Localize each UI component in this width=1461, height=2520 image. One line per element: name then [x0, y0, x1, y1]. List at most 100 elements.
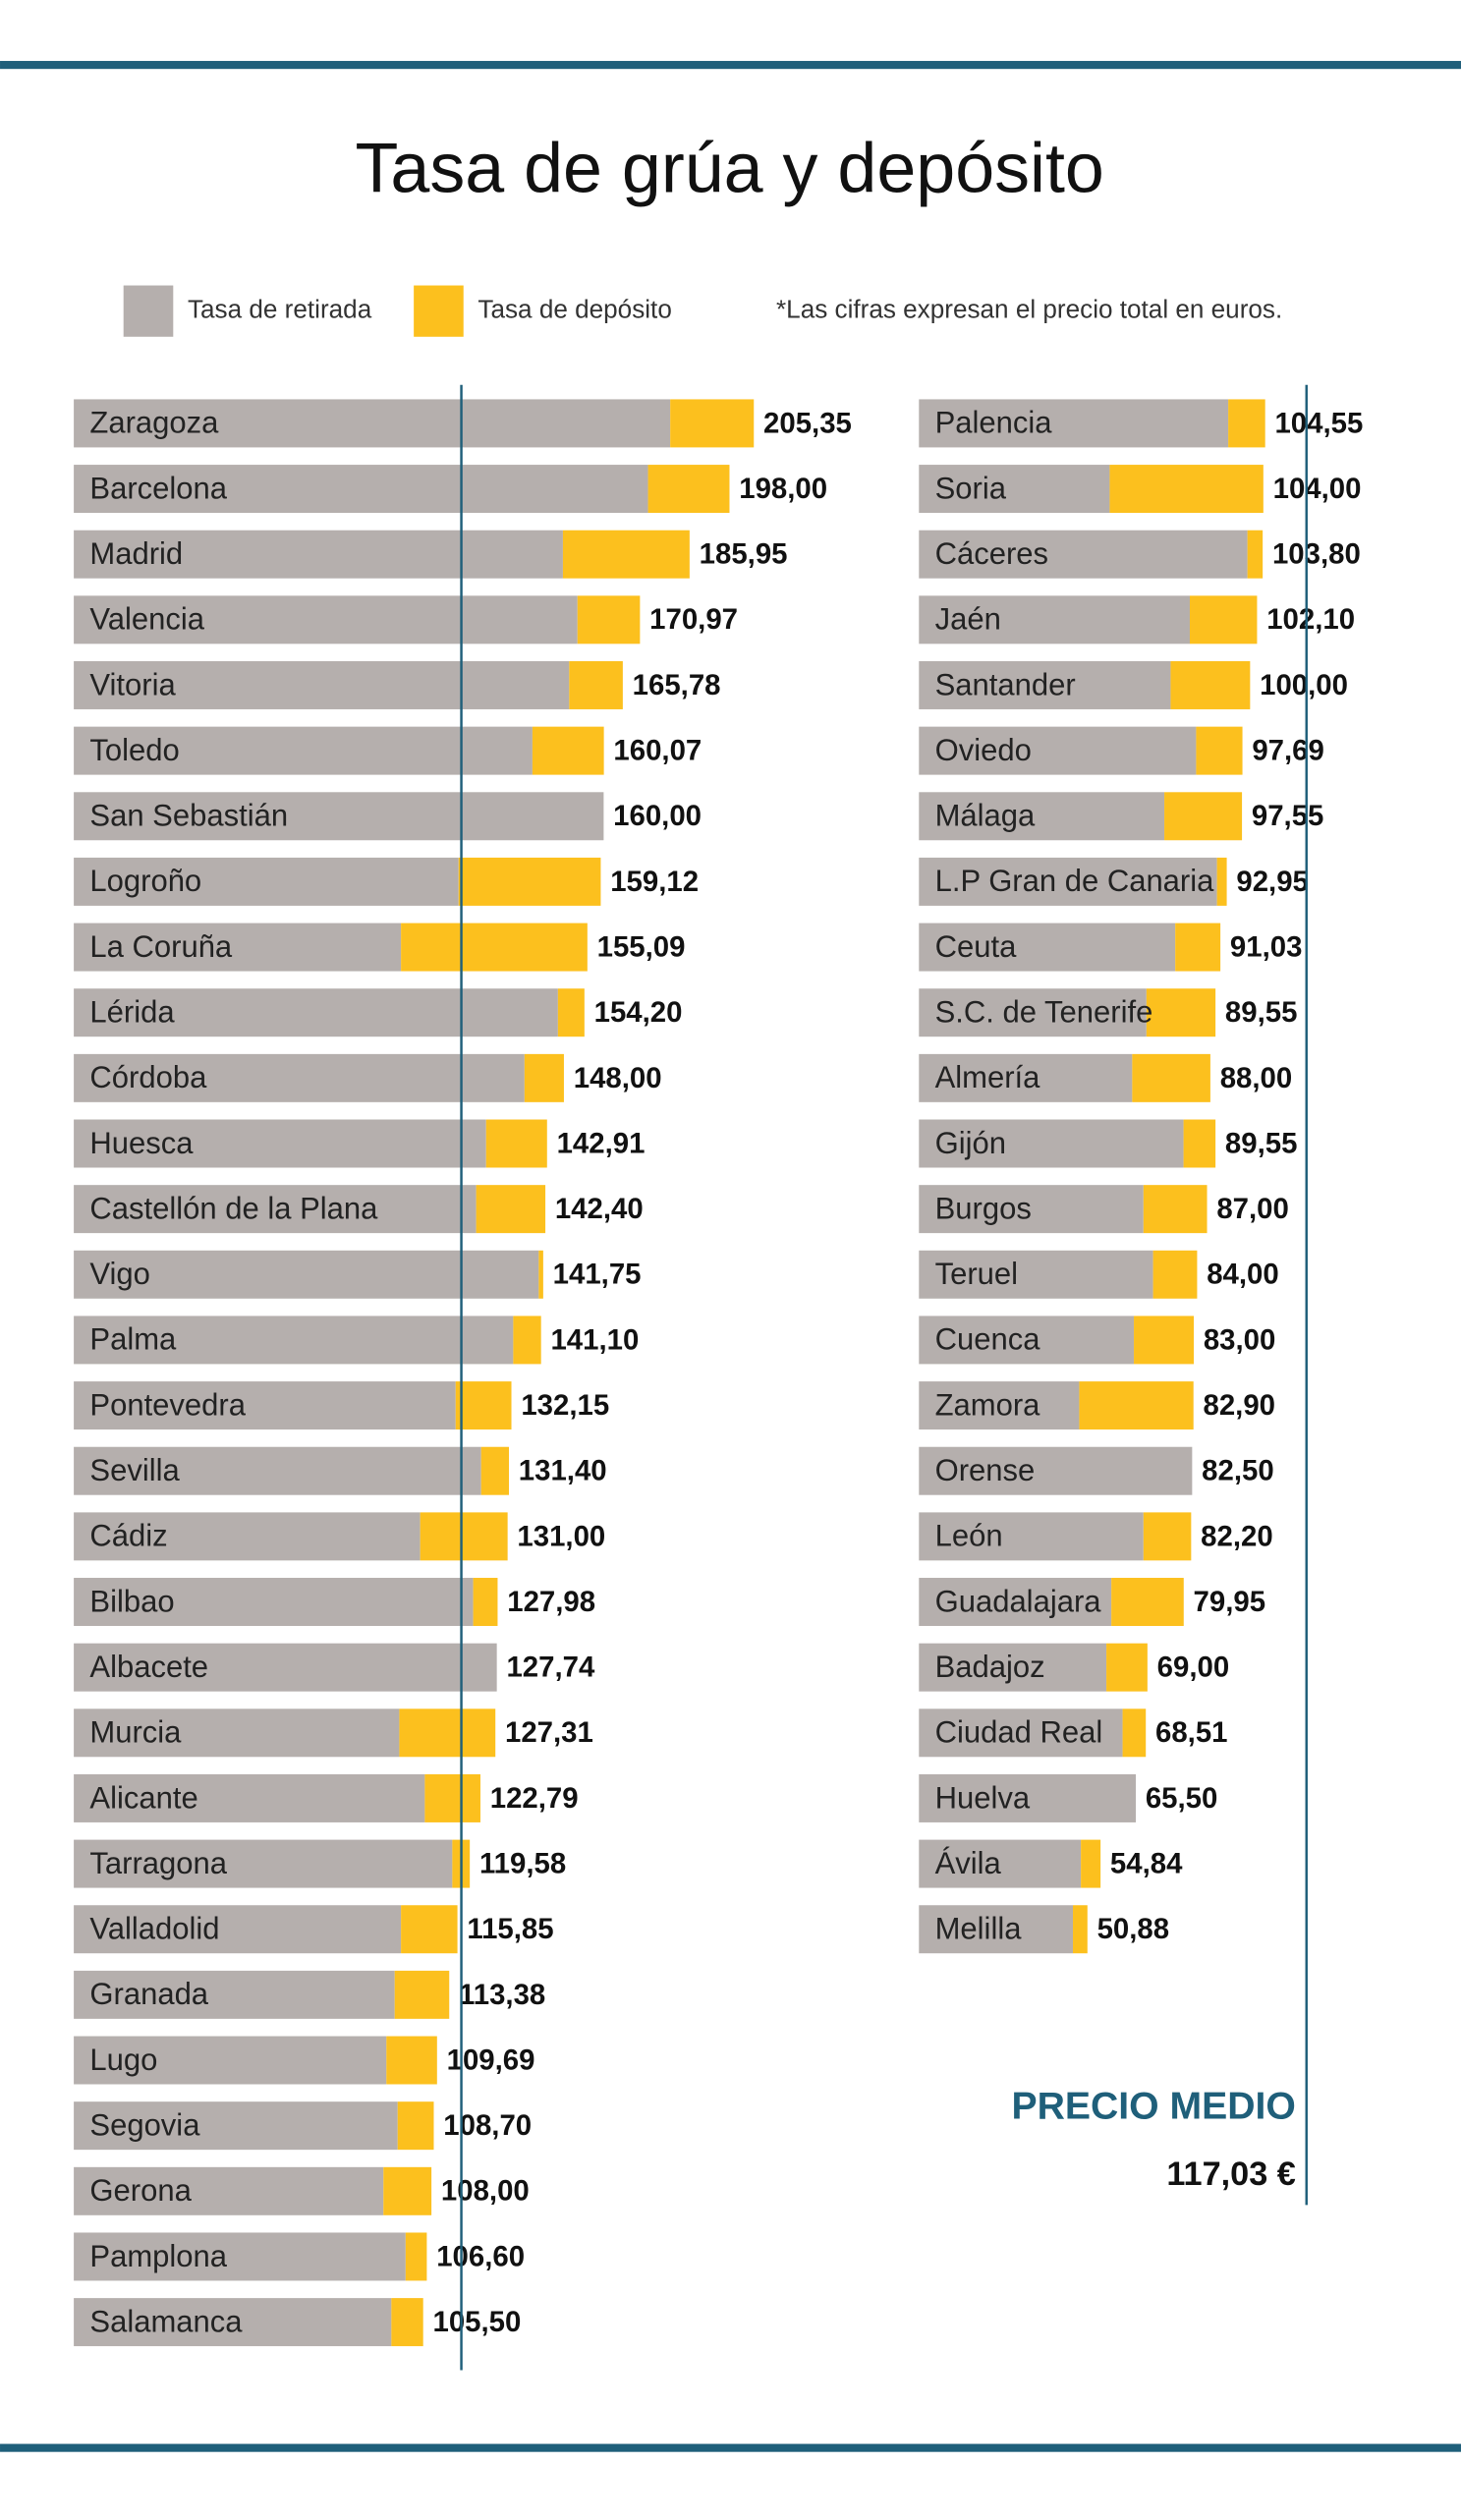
- category-label: Valencia: [89, 602, 204, 637]
- note: *Las cifras expresan el precio total en …: [776, 295, 1282, 324]
- bar-retirada: [919, 661, 1171, 709]
- total-label: 160,00: [613, 800, 702, 832]
- total-label: 127,31: [505, 1716, 593, 1749]
- bar-deposito: [1190, 595, 1258, 644]
- category-label: Guadalajara: [935, 1584, 1102, 1618]
- bar-deposito: [1216, 857, 1227, 906]
- category-label: Cuenca: [935, 1322, 1041, 1357]
- category-label: Albacete: [89, 1650, 208, 1684]
- category-label: Palencia: [935, 406, 1053, 440]
- bar-retirada: [74, 1446, 481, 1495]
- total-label: 141,75: [553, 1259, 642, 1291]
- total-label: 113,38: [459, 1979, 545, 2011]
- category-label: Lérida: [89, 995, 175, 1030]
- bar-deposito: [383, 2166, 432, 2215]
- average-title: PRECIO MEDIO: [1012, 2086, 1296, 2128]
- bar-deposito: [420, 1512, 508, 1561]
- top-rule: [0, 61, 1461, 70]
- bar-retirada: [919, 1185, 1144, 1234]
- bar-retirada: [74, 988, 558, 1037]
- bar-retirada: [919, 726, 1197, 775]
- category-label: Ávila: [935, 1846, 1002, 1880]
- total-label: 65,50: [1146, 1782, 1218, 1815]
- bar-deposito: [1109, 465, 1264, 514]
- bar-retirada: [919, 792, 1165, 841]
- bar-retirada: [919, 1316, 1135, 1365]
- category-label: Córdoba: [89, 1060, 207, 1094]
- total-label: 122,79: [490, 1782, 579, 1815]
- bar-deposito: [524, 1053, 564, 1102]
- bar-retirada: [74, 1970, 395, 2019]
- bar-retirada: [74, 1119, 486, 1168]
- bar-deposito: [480, 1446, 509, 1495]
- bar-deposito: [1143, 1512, 1192, 1561]
- category-label: Badajoz: [935, 1650, 1045, 1684]
- bar-deposito: [405, 2232, 427, 2281]
- bar-deposito: [394, 1970, 450, 2019]
- bar-deposito: [1164, 792, 1243, 841]
- category-label: Salamanca: [89, 2304, 243, 2338]
- bar-deposito: [557, 988, 585, 1037]
- total-label: 82,50: [1202, 1455, 1274, 1487]
- bar-retirada: [74, 2101, 398, 2151]
- total-label: 87,00: [1216, 1193, 1289, 1225]
- bar-deposito: [670, 399, 755, 448]
- bar-retirada: [74, 2166, 384, 2215]
- total-label: 154,20: [594, 996, 683, 1029]
- bar-deposito: [647, 465, 730, 514]
- category-label: Valladolid: [89, 1912, 219, 1946]
- bar-deposito: [455, 1381, 512, 1430]
- total-label: 88,00: [1220, 1062, 1293, 1094]
- total-label: 89,55: [1225, 1127, 1298, 1159]
- total-label: 119,58: [479, 1847, 566, 1879]
- total-label: 106,60: [436, 2240, 525, 2272]
- bar-deposito: [1196, 726, 1243, 775]
- bar-deposito: [538, 1250, 543, 1299]
- bar-deposito: [1122, 1708, 1147, 1758]
- bar-deposito: [1175, 923, 1221, 972]
- category-label: Vigo: [89, 1257, 150, 1291]
- category-label: Orense: [935, 1453, 1036, 1487]
- bar-retirada: [74, 595, 578, 644]
- bar-deposito: [532, 726, 604, 775]
- category-label: Oviedo: [935, 733, 1032, 767]
- category-label: Cádiz: [89, 1519, 167, 1553]
- bar-retirada: [74, 1773, 425, 1822]
- bar-retirada: [919, 1708, 1123, 1758]
- bar-retirada: [74, 857, 459, 906]
- bar-retirada: [74, 1578, 474, 1626]
- category-label: Santander: [935, 667, 1076, 701]
- bar-deposito: [1134, 1316, 1195, 1365]
- total-label: 198,00: [739, 473, 827, 505]
- bar-deposito: [577, 595, 641, 644]
- bottom-rule: [0, 2443, 1461, 2452]
- bar-retirada: [74, 661, 570, 709]
- bar-retirada: [74, 1708, 400, 1758]
- bar-retirada: [919, 1905, 1074, 1954]
- total-label: 79,95: [1194, 1586, 1266, 1618]
- bar-deposito: [401, 1905, 458, 1954]
- total-label: 131,00: [517, 1520, 605, 1552]
- category-label: Huesca: [89, 1126, 194, 1160]
- category-label: Jaén: [935, 602, 1001, 637]
- bar-retirada: [74, 1316, 514, 1365]
- legend-swatch: [123, 285, 174, 337]
- category-label: Logroño: [89, 864, 201, 898]
- bar-retirada: [74, 465, 648, 514]
- bar-retirada: [919, 1773, 1137, 1822]
- total-label: 148,00: [574, 1062, 662, 1094]
- category-label: Huelva: [935, 1780, 1031, 1815]
- total-label: 83,00: [1204, 1323, 1276, 1356]
- category-label: Alicante: [89, 1780, 197, 1815]
- category-label: Barcelona: [89, 471, 227, 505]
- bar-retirada: [919, 857, 1217, 906]
- category-label: Palma: [89, 1322, 177, 1357]
- bar-deposito: [401, 923, 588, 972]
- bar-deposito: [386, 2036, 437, 2085]
- category-label: La Coruña: [89, 929, 233, 964]
- bar-deposito: [1106, 1643, 1148, 1692]
- bar-deposito: [1081, 1839, 1101, 1888]
- category-label: Sevilla: [89, 1453, 180, 1487]
- category-label: San Sebastián: [89, 799, 288, 833]
- category-label: Segovia: [89, 2107, 200, 2142]
